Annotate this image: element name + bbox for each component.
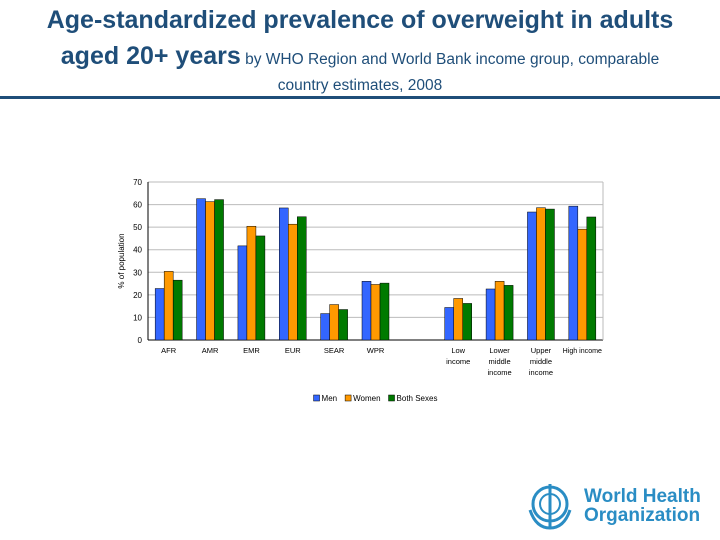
y-axis-label: % of population: [117, 233, 126, 288]
y-tick-label: 40: [133, 246, 142, 255]
legend-label: Men: [322, 394, 338, 403]
bar-women: [205, 201, 215, 341]
x-tick-label: Upper: [531, 346, 552, 355]
y-tick-label: 20: [133, 291, 142, 300]
bar-both-sexes: [379, 282, 390, 341]
logo-line1: World Health: [584, 486, 701, 507]
x-tick-label: Lower: [489, 346, 510, 355]
bar-men: [237, 245, 248, 341]
bar-men: [154, 288, 165, 341]
bar-women: [536, 207, 546, 341]
bar-women: [453, 298, 463, 341]
bar-both-sexes: [545, 208, 555, 341]
bar-women: [494, 281, 505, 341]
logo-line2: Organization: [584, 505, 701, 526]
bar-men: [361, 281, 372, 341]
bar-both-sexes: [586, 216, 597, 341]
bar-women: [246, 225, 257, 341]
legend-label: Women: [353, 394, 380, 403]
bar-both-sexes: [462, 303, 472, 341]
legend-label: Both Sexes: [397, 394, 438, 403]
y-tick-label: 70: [133, 178, 142, 187]
x-tick-label: SEAR: [324, 346, 345, 355]
bar-men: [444, 307, 454, 341]
bar-both-sexes: [503, 285, 514, 341]
bar-women: [288, 223, 298, 341]
bar-both-sexes: [172, 279, 183, 341]
x-tick-label: income: [529, 368, 553, 377]
title-line1: Age-standardized prevalence of overweigh…: [46, 6, 674, 34]
y-tick-label: 50: [133, 223, 142, 232]
y-tick-label: 30: [133, 268, 142, 277]
bar-both-sexes: [255, 235, 266, 341]
y-tick-label: 60: [133, 201, 142, 210]
slide-title: Age-standardized prevalence of overweigh…: [0, 2, 720, 99]
bar-men: [568, 205, 579, 341]
bar-men: [527, 211, 537, 341]
bar-men: [196, 198, 206, 341]
x-tick-label: income: [487, 368, 511, 377]
bar-women: [163, 271, 174, 341]
who-logo: World Health Organization: [522, 480, 701, 532]
legend-swatch: [313, 394, 320, 402]
bar-men: [485, 288, 496, 341]
legend-swatch: [344, 394, 352, 402]
who-emblem-icon: [528, 484, 572, 530]
x-tick-label: AFR: [161, 346, 177, 355]
x-tick-label: middle: [489, 357, 511, 366]
bar-both-sexes: [297, 216, 307, 341]
title-divider: [0, 96, 720, 99]
title-line2-small: by WHO Region and World Bank income grou…: [240, 51, 660, 68]
bar-both-sexes: [214, 199, 224, 341]
x-tick-label: High income: [563, 346, 602, 355]
x-tick-label: Low: [451, 346, 465, 355]
title-line3: country estimates, 2008: [277, 77, 443, 94]
x-tick-label: income: [446, 357, 470, 366]
x-tick-label: EMR: [243, 346, 260, 355]
bar-women: [577, 228, 588, 341]
legend-swatch: [388, 394, 395, 402]
x-tick-label: EUR: [285, 346, 301, 355]
x-tick-label: WPR: [367, 346, 385, 355]
bar-men: [320, 313, 330, 341]
y-tick-label: 10: [133, 313, 142, 322]
bar-men: [279, 207, 289, 341]
x-tick-label: middle: [530, 357, 552, 366]
bar-women: [329, 304, 339, 341]
bar-both-sexes: [338, 309, 348, 341]
y-tick-label: 0: [138, 336, 143, 345]
bar-women: [370, 284, 381, 341]
x-tick-label: AMR: [202, 346, 219, 355]
title-line2-big: aged 20+ years: [60, 42, 241, 70]
